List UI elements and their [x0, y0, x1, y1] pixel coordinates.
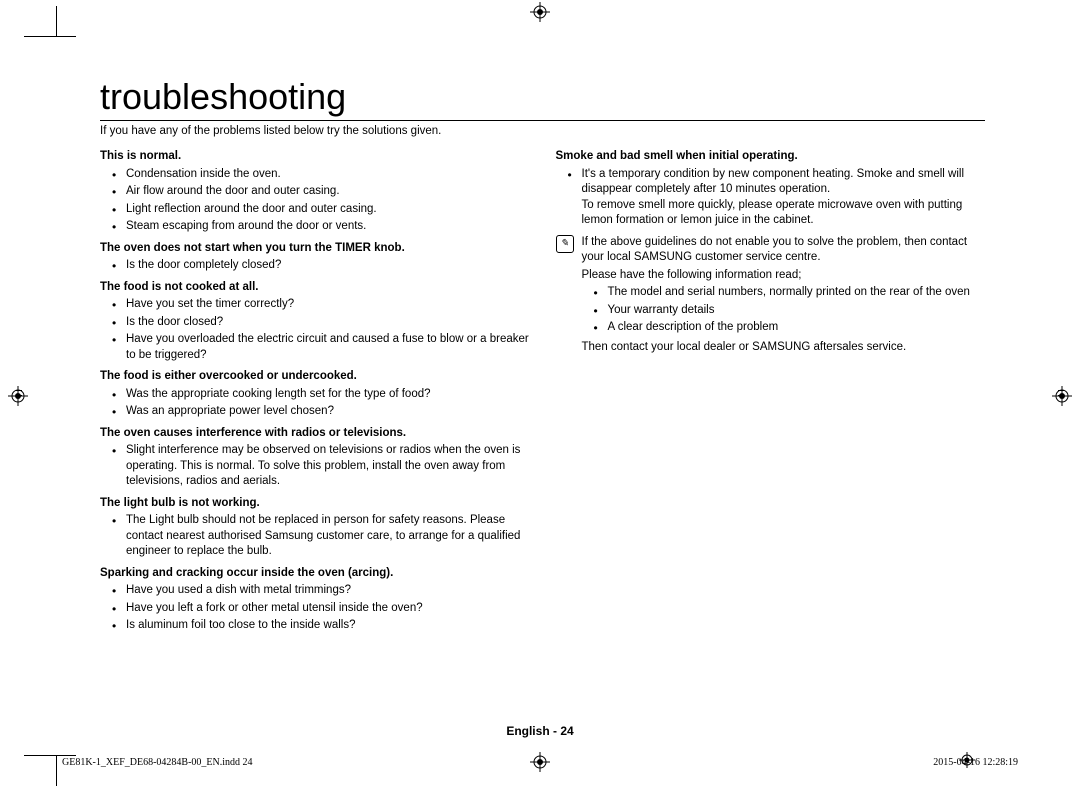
- bullet-list: It's a temporary condition by new compon…: [556, 167, 986, 229]
- note-block: ✎ If the above guidelines do not enable …: [556, 233, 986, 358]
- bullet-list: Slight interference may be observed on t…: [100, 443, 530, 490]
- list-item: Light reflection around the door and out…: [116, 202, 530, 218]
- bullet-list: Have you used a dish with metal trimming…: [100, 583, 530, 634]
- list-item: The Light bulb should not be replaced in…: [116, 513, 530, 560]
- bullet-list: Condensation inside the oven. Air flow a…: [100, 167, 530, 235]
- section-head: The light bulb is not working.: [100, 496, 530, 512]
- crop-mark: [56, 756, 57, 786]
- bullet-list: Have you set the timer correctly? Is the…: [100, 297, 530, 363]
- note-text: Then contact your local dealer or SAMSUN…: [582, 340, 986, 356]
- note-text: If the above guidelines do not enable yo…: [582, 235, 986, 266]
- note-body: If the above guidelines do not enable yo…: [582, 233, 986, 358]
- right-column: Smoke and bad smell when initial operati…: [556, 143, 986, 638]
- list-item: Slight interference may be observed on t…: [116, 443, 530, 490]
- columns: This is normal. Condensation inside the …: [100, 143, 985, 638]
- bullet-list: Is the door completely closed?: [100, 258, 530, 274]
- list-item: Is the door completely closed?: [116, 258, 530, 274]
- bullet-list: Was the appropriate cooking length set f…: [100, 387, 530, 420]
- registration-mark-icon: [530, 2, 550, 22]
- section-head: The oven does not start when you turn th…: [100, 241, 530, 257]
- crop-mark: [24, 36, 76, 37]
- list-item: Is aluminum foil too close to the inside…: [116, 618, 530, 634]
- bullet-list: The model and serial numbers, normally p…: [582, 285, 986, 336]
- list-item: Was the appropriate cooking length set f…: [116, 387, 530, 403]
- page-footer: English - 24: [0, 724, 1080, 738]
- list-item: Condensation inside the oven.: [116, 167, 530, 183]
- list-item: Your warranty details: [598, 303, 986, 319]
- registration-mark-icon: [530, 752, 550, 772]
- list-item: Have you set the timer correctly?: [116, 297, 530, 313]
- list-item: A clear description of the problem: [598, 320, 986, 336]
- section-head: The food is not cooked at all.: [100, 280, 530, 296]
- list-item: Have you left a fork or other metal uten…: [116, 601, 530, 617]
- list-item: Was an appropriate power level chosen?: [116, 404, 530, 420]
- registration-mark-icon: [8, 386, 28, 406]
- intro-text: If you have any of the problems listed b…: [100, 125, 985, 137]
- section-head: Smoke and bad smell when initial operati…: [556, 149, 986, 165]
- section-head: This is normal.: [100, 149, 530, 165]
- section-head: The food is either overcooked or underco…: [100, 369, 530, 385]
- note-text: Please have the following information re…: [582, 268, 986, 284]
- registration-mark-icon: [1052, 386, 1072, 406]
- page-title: troubleshooting: [100, 76, 985, 121]
- list-item: Have you used a dish with metal trimming…: [116, 583, 530, 599]
- list-item: Air flow around the door and outer casin…: [116, 184, 530, 200]
- crop-mark: [24, 755, 76, 756]
- crop-mark: [56, 6, 57, 36]
- section-head: Sparking and cracking occur inside the o…: [100, 566, 530, 582]
- list-item: It's a temporary condition by new compon…: [572, 167, 986, 229]
- imprint-left: GE81K-1_XEF_DE68-04284B-00_EN.indd 24: [62, 757, 253, 768]
- section-head: The oven causes interference with radios…: [100, 426, 530, 442]
- list-item: Steam escaping from around the door or v…: [116, 219, 530, 235]
- list-item: Is the door closed?: [116, 315, 530, 331]
- imprint-right: 2015-04-16 12:28:19: [933, 757, 1018, 768]
- list-item: Have you overloaded the electric circuit…: [116, 332, 530, 363]
- note-icon: ✎: [556, 235, 574, 253]
- page-body: troubleshooting If you have any of the p…: [100, 76, 985, 638]
- bullet-list: The Light bulb should not be replaced in…: [100, 513, 530, 560]
- left-column: This is normal. Condensation inside the …: [100, 143, 530, 638]
- list-item: The model and serial numbers, normally p…: [598, 285, 986, 301]
